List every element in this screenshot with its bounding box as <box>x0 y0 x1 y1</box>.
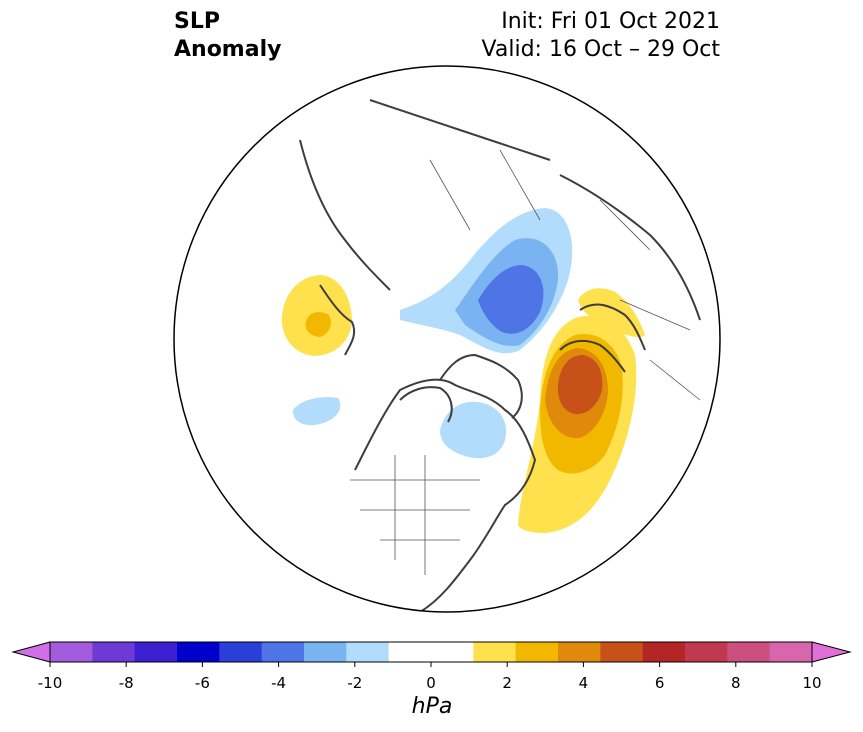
colorbar-segment <box>50 642 93 662</box>
colorbar-tick-label: 2 <box>502 674 512 692</box>
colorbar-segment <box>388 642 432 662</box>
colorbar-segment <box>134 642 178 662</box>
negative-anomaly-hudson-bay <box>440 401 507 459</box>
colorbar-segment <box>304 642 347 662</box>
colorbar-segment <box>473 642 517 662</box>
colorbar-segment <box>177 642 220 662</box>
positive-anomaly-east-asia <box>281 275 352 356</box>
borders <box>350 149 701 575</box>
colorbar-tick-label: 6 <box>654 674 665 692</box>
coastlines <box>299 99 701 612</box>
colorbar-segment <box>92 642 136 662</box>
colorbar-tick-label: -2 <box>347 674 363 692</box>
colorbar-extend-low <box>13 642 50 662</box>
colorbar-tick-label: -4 <box>271 674 287 692</box>
colorbar-tick-label: -10 <box>37 674 63 692</box>
colorbar-tick-label: -8 <box>118 674 134 692</box>
colorbar-tick-label: -6 <box>194 674 210 692</box>
title-line-2: Anomaly <box>174 37 282 62</box>
colorbar-segment <box>219 642 263 662</box>
positive-anomaly-europe-atlantic <box>518 288 645 533</box>
map-boundary <box>173 65 721 613</box>
negative-anomaly-alaska-gulf <box>292 397 341 426</box>
colorbar-tick-label: 0 <box>426 674 436 692</box>
date-info: Init: Fri 01 Oct 2021 Valid: 16 Oct – 29… <box>482 8 720 64</box>
colorbar-tick-label: 8 <box>731 674 741 692</box>
colorbar-segment <box>515 642 559 662</box>
colorbar-segment <box>769 642 813 662</box>
colorbar-segment <box>642 642 686 662</box>
valid-range: Valid: 16 Oct – 29 Oct <box>481 37 720 62</box>
colorbar-segment <box>685 642 728 662</box>
colorbar-segment <box>600 642 644 662</box>
colorbar-tick-label: 10 <box>802 674 822 692</box>
colorbar-segment <box>727 642 771 662</box>
init-date: Init: Fri 01 Oct 2021 <box>501 9 720 34</box>
map-title: SLP Anomaly <box>174 8 281 64</box>
colorbar <box>11 641 852 667</box>
colorbar-extend-high <box>812 642 850 662</box>
colorbar-segment <box>261 642 305 662</box>
colorbar-segment <box>558 642 601 662</box>
colorbar-tick-label: 4 <box>578 674 589 692</box>
colorbar-unit: hPa <box>411 694 453 719</box>
colorbar-segment <box>346 642 390 662</box>
colorbar-segment <box>431 642 474 662</box>
negative-anomaly-arctic-siberia <box>400 208 573 354</box>
title-line-1: SLP <box>174 9 220 34</box>
polar-map <box>173 65 721 613</box>
